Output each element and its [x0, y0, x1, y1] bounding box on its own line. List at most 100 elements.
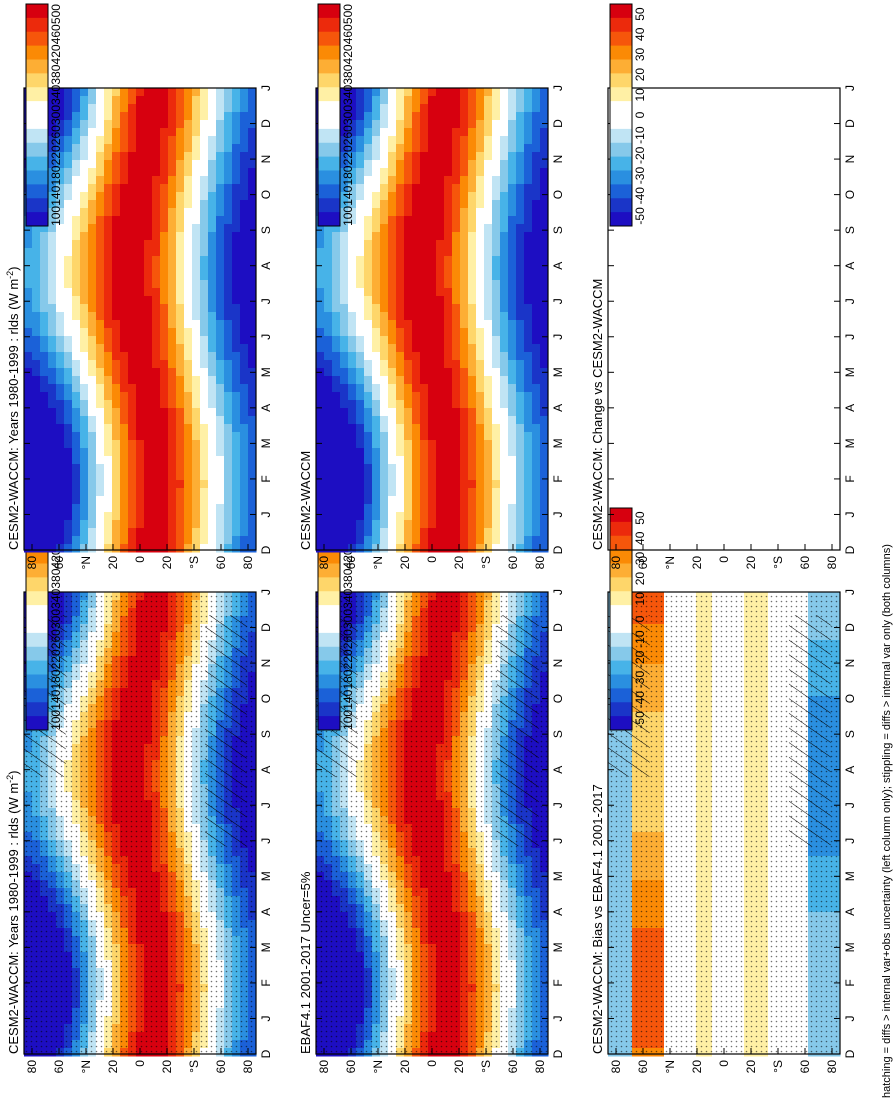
- heatmap-cell: [184, 480, 193, 489]
- heatmap-cell: [224, 512, 233, 521]
- heatmap-cell: [40, 344, 49, 353]
- heatmap-cell: [104, 400, 113, 409]
- heatmap-cell: [96, 144, 105, 153]
- heatmap-cell: [120, 232, 129, 241]
- heatmap-cell: [192, 144, 201, 153]
- heatmap-cell: [248, 232, 257, 241]
- heatmap-cell: [80, 448, 89, 457]
- heatmap-cell: [24, 320, 33, 329]
- heatmap-cell: [80, 168, 89, 177]
- y-tick-label: °N: [79, 1060, 93, 1073]
- heatmap-cell: [64, 344, 73, 353]
- heatmap-cell: [72, 520, 81, 529]
- heatmap-cell: [112, 304, 121, 313]
- colorbar-label: 220: [49, 649, 63, 669]
- heatmap-cell: [248, 144, 257, 153]
- heatmap-cell: [32, 328, 41, 337]
- heatmap-cell: [88, 376, 97, 385]
- heatmap-cell: [80, 328, 89, 337]
- heatmap-cell: [96, 288, 105, 297]
- heatmap-cell: [184, 368, 193, 377]
- heatmap-cell: [240, 320, 249, 329]
- heatmap-cell: [48, 328, 57, 337]
- heatmap-cell: [200, 160, 209, 169]
- heatmap-cell: [48, 504, 57, 513]
- heatmap-cell: [176, 88, 185, 97]
- heatmap-cell: [104, 392, 113, 401]
- heatmap-cell: [208, 208, 217, 217]
- heatmap-cell: [32, 224, 41, 233]
- heatmap-cell: [56, 224, 65, 233]
- heatmap-cell: [240, 144, 249, 153]
- heatmap-cell: [248, 408, 257, 417]
- heatmap-cell: [192, 216, 201, 225]
- heatmap-cell: [128, 400, 137, 409]
- heatmap-cell: [160, 136, 169, 145]
- heatmap-cell: [200, 344, 209, 353]
- heatmap-cell: [64, 536, 73, 545]
- heatmap-cell: [48, 432, 57, 441]
- heatmap-cell: [88, 280, 97, 289]
- heatmap-cell: [184, 104, 193, 113]
- heatmap-cell: [176, 440, 185, 449]
- heatmap-cell: [184, 512, 193, 521]
- heatmap-cell: [120, 376, 129, 385]
- heatmap-cell: [160, 488, 169, 497]
- heatmap-cell: [96, 160, 105, 169]
- heatmap-cell: [96, 192, 105, 201]
- heatmap-cell: [112, 280, 121, 289]
- heatmap-cell: [232, 216, 241, 225]
- heatmap-cell: [200, 512, 209, 521]
- heatmap-cell: [72, 168, 81, 177]
- heatmap-cell: [200, 432, 209, 441]
- heatmap-cell: [208, 408, 217, 417]
- heatmap-cell: [24, 464, 33, 473]
- heatmap-cell: [232, 384, 241, 393]
- heatmap-cell: [128, 176, 137, 185]
- heatmap-cell: [176, 112, 185, 121]
- heatmap-cell: [176, 336, 185, 345]
- heatmap-cell: [248, 208, 257, 217]
- heatmap-cell: [88, 320, 97, 329]
- heatmap-cell: [200, 272, 209, 281]
- heatmap-cell: [136, 272, 145, 281]
- heatmap-cell: [80, 384, 89, 393]
- heatmap-cell: [152, 392, 161, 401]
- heatmap-cell: [208, 248, 217, 257]
- heatmap-cell: [248, 440, 257, 449]
- heatmap-cell: [80, 432, 89, 441]
- heatmap-cell: [208, 368, 217, 377]
- heatmap-cell: [176, 408, 185, 417]
- heatmap-cell: [136, 536, 145, 545]
- heatmap-cell: [88, 136, 97, 145]
- heatmap-cell: [48, 536, 57, 545]
- heatmap-cell: [152, 192, 161, 201]
- heatmap-cell: [232, 160, 241, 169]
- heatmap-cell: [24, 360, 33, 369]
- heatmap-cell: [56, 128, 65, 137]
- heatmap-cell: [104, 144, 113, 153]
- heatmap-cell: [56, 88, 65, 97]
- heatmap-cell: [184, 192, 193, 201]
- heatmap-cell: [120, 496, 129, 505]
- heatmap-cell: [96, 456, 105, 465]
- heatmap-cell: [48, 160, 57, 169]
- heatmap-cell: [192, 360, 201, 369]
- heatmap-cell: [208, 152, 217, 161]
- heatmap-cell: [120, 128, 129, 137]
- heatmap-cell: [248, 536, 257, 545]
- heatmap-cell: [176, 472, 185, 481]
- heatmap-cell: [168, 544, 177, 553]
- heatmap-cell: [232, 440, 241, 449]
- heatmap-cell: [72, 144, 81, 153]
- heatmap-cell: [216, 328, 225, 337]
- heatmap-cell: [48, 136, 57, 145]
- heatmap-cell: [144, 336, 153, 345]
- heatmap-cell: [144, 456, 153, 465]
- x-tick-label: M: [259, 871, 273, 881]
- heatmap-cell: [216, 440, 225, 449]
- heatmap-cell: [136, 120, 145, 129]
- heatmap-cell: [72, 528, 81, 537]
- heatmap-cell: [208, 264, 217, 273]
- heatmap-cell: [64, 176, 73, 185]
